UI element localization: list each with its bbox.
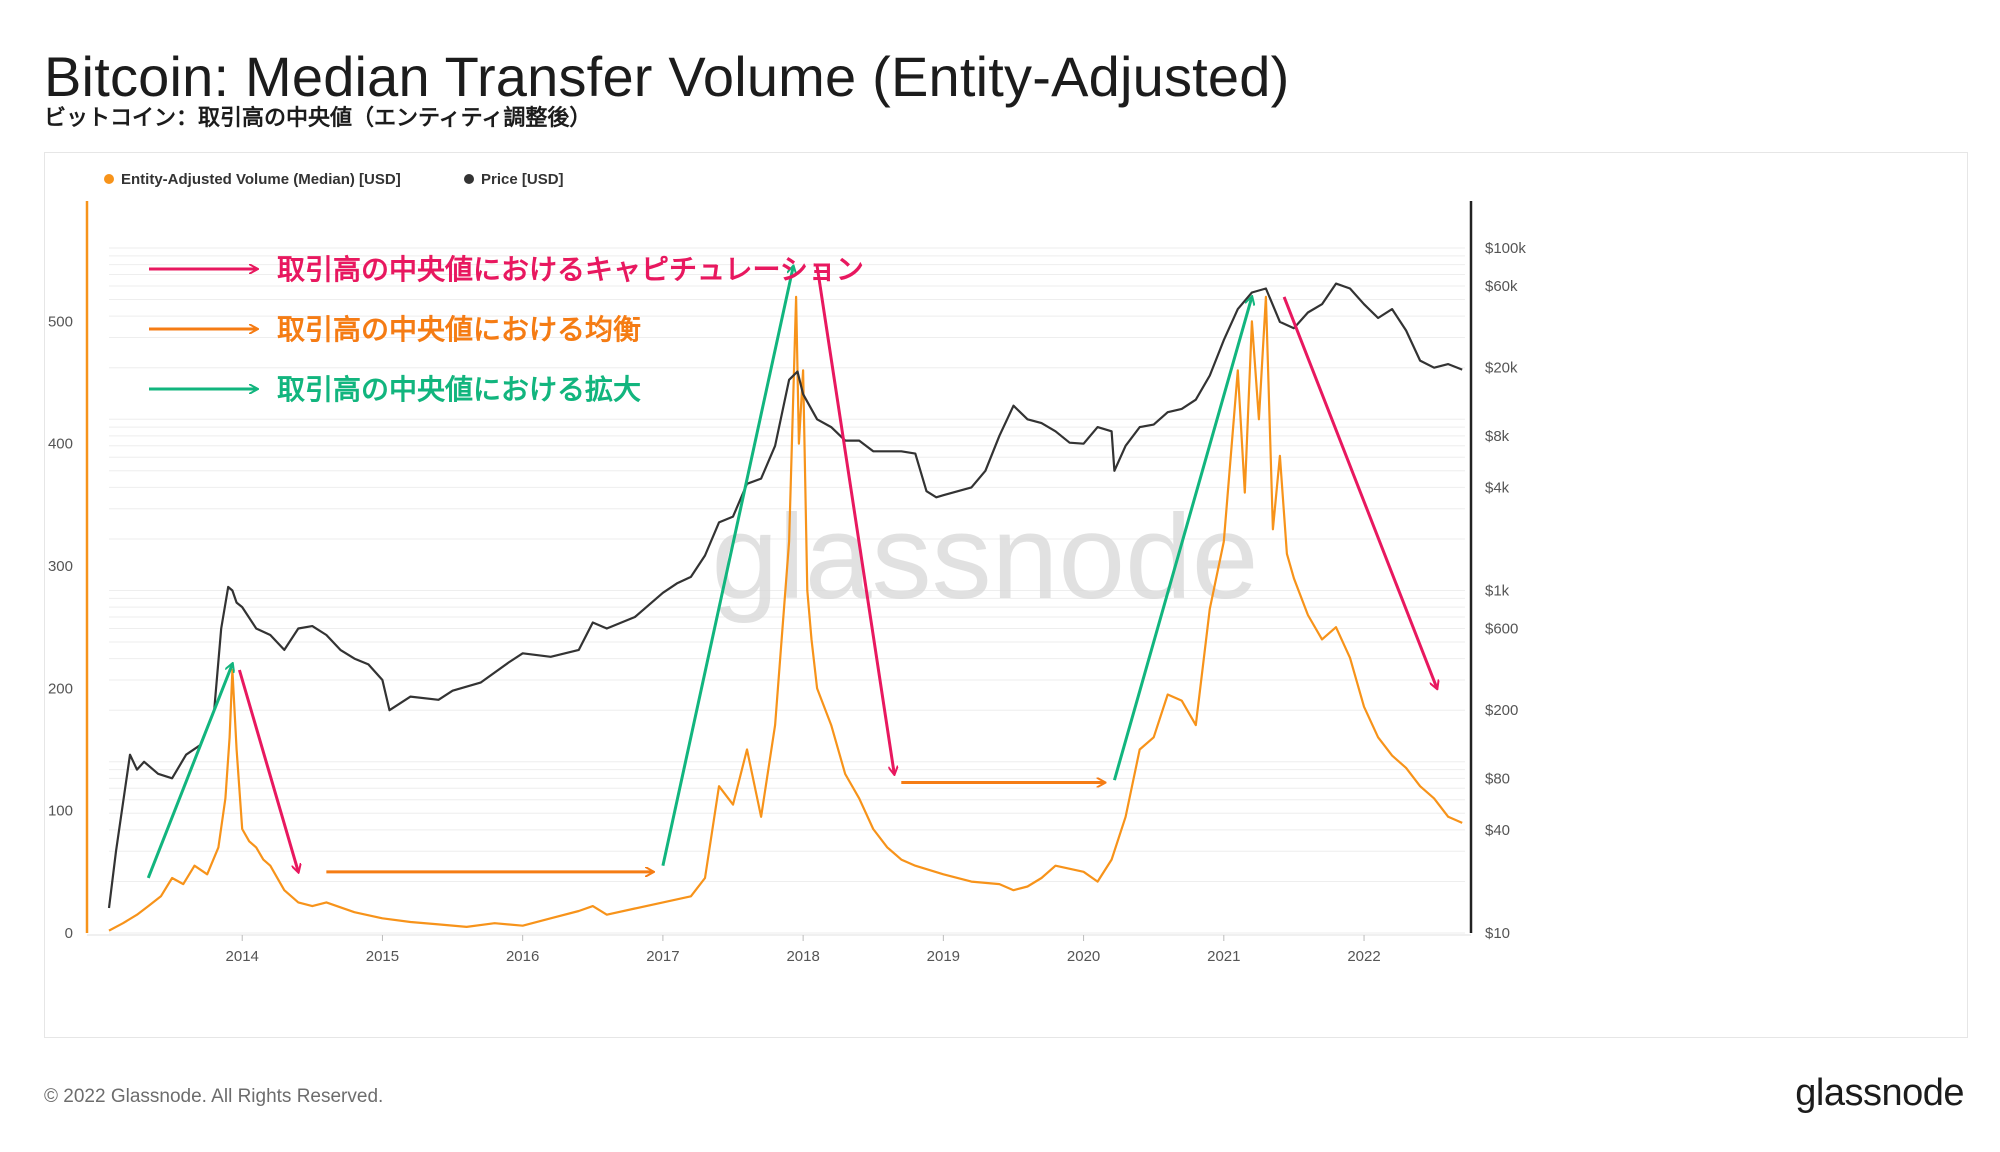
y-right-tick-label: $10 (1485, 925, 1510, 942)
y-left-tick-label: 100 (48, 803, 73, 820)
volume-series-line (108, 295, 1463, 932)
annotation-label: 取引高の中央値における均衡 (277, 314, 641, 345)
chart-panel: glassnode 0 100 200 300 400 500 $10 $40 $80 $200 $… (44, 152, 1968, 1038)
y-left-tick-label: 300 (48, 558, 73, 575)
price-series-line (107, 282, 1463, 909)
y-left-tick-label: 400 (48, 436, 73, 453)
x-tick-label: 2020 (1067, 948, 1100, 965)
annotation-label: 取引高の中央値におけるキャピチュレーション (277, 254, 864, 285)
watermark-text: glassnode (711, 490, 1258, 624)
y-left-tick-label: 200 (48, 680, 73, 697)
x-tick-label: 2016 (506, 948, 539, 965)
copyright-footer: © 2022 Glassnode. All Rights Reserved. (44, 1086, 384, 1107)
brand-logo[interactable]: glassnode (1795, 1072, 1964, 1114)
y-left-tick-label: 500 (48, 313, 73, 330)
capitulation-arrow (815, 266, 894, 774)
y-right-tick-label: $1k (1485, 583, 1510, 600)
y-right-tick-label: $8k (1485, 428, 1510, 445)
y-right-tick-label: $100k (1485, 240, 1526, 257)
expansion-arrow (1112, 297, 1251, 781)
annotation-arrows (146, 266, 1437, 879)
y-right-tick-label: $600 (1485, 620, 1518, 637)
y-right-tick-label: $20k (1485, 360, 1518, 377)
y-right-tick-label: $200 (1485, 702, 1518, 719)
x-tick-label: 2021 (1207, 948, 1240, 965)
legend-marker (464, 174, 474, 184)
x-tick-label: 2022 (1347, 948, 1380, 965)
legend-label: Price [USD] (481, 171, 564, 188)
annotation-label: 取引高の中央値における拡大 (277, 374, 641, 405)
page-subtitle: ビットコイン：取引高の中央値（エンティティ調整後） (44, 105, 592, 130)
y-left-tick-label: 0 (65, 925, 73, 942)
axes: 0 100 200 300 400 500 $10 $40 $80 $200 $600 $1k $4k $… (48, 201, 1526, 965)
annotation-labels: 取引高の中央値におけるキャピチュレーション取引高の中央値における均衡取引高の中央… (149, 254, 864, 405)
legend: Entity-Adjusted Volume (Median) [USD] Pri… (104, 171, 564, 188)
page-title: Bitcoin: Median Transfer Volume (Entity-… (44, 45, 1290, 108)
legend-label: Entity-Adjusted Volume (Median) [USD] (121, 171, 401, 188)
y-right-tick-label: $80 (1485, 770, 1510, 787)
watermark: glassnode (711, 490, 1258, 624)
y-right-tick-label: $60k (1485, 278, 1518, 295)
chart-svg: glassnode 0 100 200 300 400 500 $10 $40 $80 $200 $… (48, 171, 1526, 965)
grid (109, 247, 1465, 934)
legend-marker (104, 174, 114, 184)
x-tick-label: 2018 (786, 948, 819, 965)
capitulation-arrow (1282, 296, 1437, 688)
x-tick-label: 2014 (226, 948, 259, 965)
y-right-tick-label: $40 (1485, 822, 1510, 839)
expansion-arrow (146, 664, 232, 879)
x-tick-label: 2019 (927, 948, 960, 965)
series (107, 282, 1463, 932)
y-right-tick-label: $4k (1485, 479, 1510, 496)
x-tick-label: 2017 (646, 948, 679, 965)
expansion-arrow (661, 266, 793, 867)
capitulation-arrow (237, 669, 298, 872)
x-tick-label: 2015 (366, 948, 399, 965)
